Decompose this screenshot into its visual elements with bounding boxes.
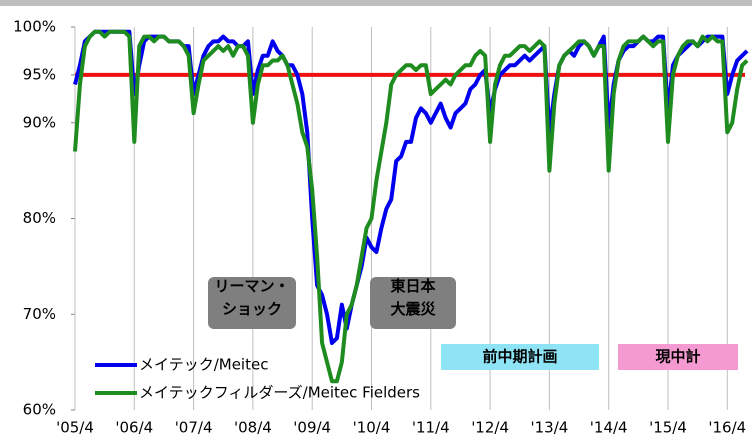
x-tick-label: '15/4: [649, 419, 687, 437]
x-tick-label: '06/4: [115, 419, 153, 437]
y-tick-label: 70%: [23, 305, 56, 323]
annotation-text: 現中計: [655, 348, 700, 366]
annotation-text: リーマン・: [214, 277, 289, 295]
series-line: [73, 29, 749, 384]
legend-label: メイテック/Meitec: [139, 356, 268, 374]
x-tick-label: '10/4: [353, 419, 391, 437]
annotation-box: [441, 344, 599, 370]
annotation-box: [618, 344, 738, 370]
annotation-text: ショック: [222, 300, 282, 318]
legend-label: メイテックフィルダーズ/Meitec Fielders: [139, 384, 420, 402]
x-tick-label: '16/4: [708, 419, 746, 437]
x-tick-label: '12/4: [471, 419, 509, 437]
x-tick-label: '08/4: [234, 419, 272, 437]
top-band: [0, 0, 752, 6]
x-tick-label: '07/4: [175, 419, 213, 437]
annotation-text: 前中期計画: [482, 348, 557, 366]
x-tick-label: '13/4: [530, 419, 568, 437]
annotation-text: 東日本: [390, 277, 435, 295]
y-tick-label: 90%: [23, 113, 56, 131]
y-tick-label: 95%: [23, 65, 56, 83]
x-tick-label: '09/4: [293, 419, 331, 437]
legend: メイテック/Meitec メイテックフィルダーズ/Meitec Fielders: [95, 356, 420, 402]
x-tick-label: '14/4: [590, 419, 628, 437]
y-tick-label: 80%: [23, 209, 56, 227]
x-tick-label: '11/4: [412, 419, 450, 437]
x-tick-label: '05/4: [56, 419, 94, 437]
y-tick-label: 60%: [23, 401, 56, 419]
y-tick-label: 100%: [13, 18, 56, 36]
annotation-box: [370, 277, 456, 329]
annotation-box: [208, 277, 296, 329]
annotation-text: 大震災: [390, 300, 436, 318]
series-line: [73, 29, 749, 345]
plot: [73, 29, 749, 384]
